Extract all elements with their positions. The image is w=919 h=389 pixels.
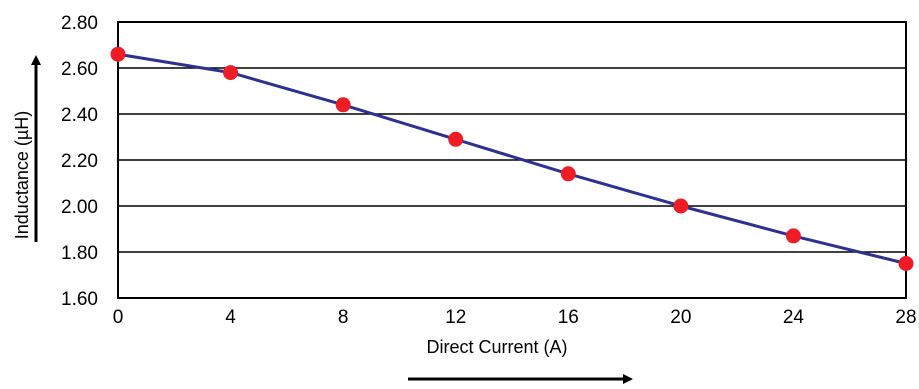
data-point	[110, 46, 126, 62]
y-tick-label: 2.60	[61, 59, 98, 80]
data-point	[448, 131, 464, 147]
y-tick-label: 1.60	[61, 289, 98, 310]
data-point	[673, 198, 689, 214]
y-axis-tick-labels: 1.60 1.80 2.00 2.20 2.40 2.60 2.80	[61, 13, 98, 310]
y-tick-label: 2.20	[61, 151, 98, 172]
x-tick-label: 16	[558, 307, 579, 328]
x-tick-label: 20	[670, 307, 691, 328]
data-point	[898, 256, 914, 271]
x-tick-label: 12	[445, 307, 466, 328]
y-axis-label: Inductance (µH)	[12, 111, 32, 239]
x-tick-label: 4	[225, 307, 236, 328]
series-lines	[117, 52, 907, 265]
series-line	[117, 52, 907, 265]
data-point	[223, 65, 239, 81]
x-tick-label: 0	[113, 307, 124, 328]
y-tick-label: 2.00	[61, 197, 98, 218]
data-point	[335, 97, 351, 113]
data-point	[785, 228, 801, 244]
y-tick-label: 2.80	[61, 13, 98, 34]
x-tick-label: 8	[338, 307, 349, 328]
x-tick-label: 24	[783, 307, 805, 328]
y-tick-label: 1.80	[61, 243, 98, 264]
series-markers	[110, 46, 914, 271]
x-axis-tick-labels: 0 4 8 12 16 20 24 28	[113, 307, 917, 328]
x-tick-label: 28	[895, 307, 916, 328]
horizontal-gridlines	[118, 67, 906, 253]
x-axis-label: Direct Current (A)	[426, 337, 567, 357]
data-point	[560, 166, 576, 182]
y-tick-label: 2.40	[61, 105, 98, 126]
